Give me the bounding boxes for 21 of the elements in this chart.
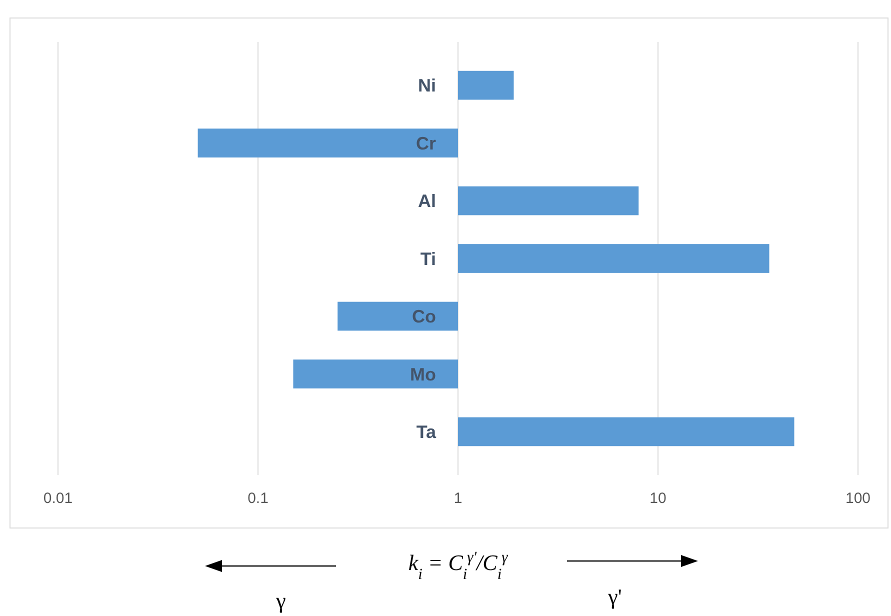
- x-tick-label: 1: [454, 490, 462, 507]
- bar: [458, 70, 514, 100]
- bar: [458, 244, 770, 273]
- y-tick-label: Al: [418, 191, 436, 212]
- bar: [458, 417, 794, 446]
- y-tick-label: Ta: [416, 422, 437, 442]
- y-tick-label: Ni: [418, 76, 436, 96]
- y-tick-label: Cr: [416, 133, 436, 154]
- y-tick-label: Mo: [410, 364, 436, 384]
- text: γ: [275, 588, 286, 613]
- bar: [338, 302, 458, 331]
- x-tick-label: 10: [650, 490, 666, 507]
- x-tick-label: 0.1: [248, 490, 268, 507]
- bar: [198, 128, 458, 158]
- y-tick-label: Co: [412, 306, 436, 327]
- y-tick-label: Ti: [420, 248, 436, 269]
- bar: [458, 186, 639, 216]
- text: γ': [607, 584, 622, 609]
- x-tick-label: 0.01: [43, 490, 73, 507]
- bar: [293, 360, 458, 388]
- x-tick-label: 100: [845, 490, 871, 507]
